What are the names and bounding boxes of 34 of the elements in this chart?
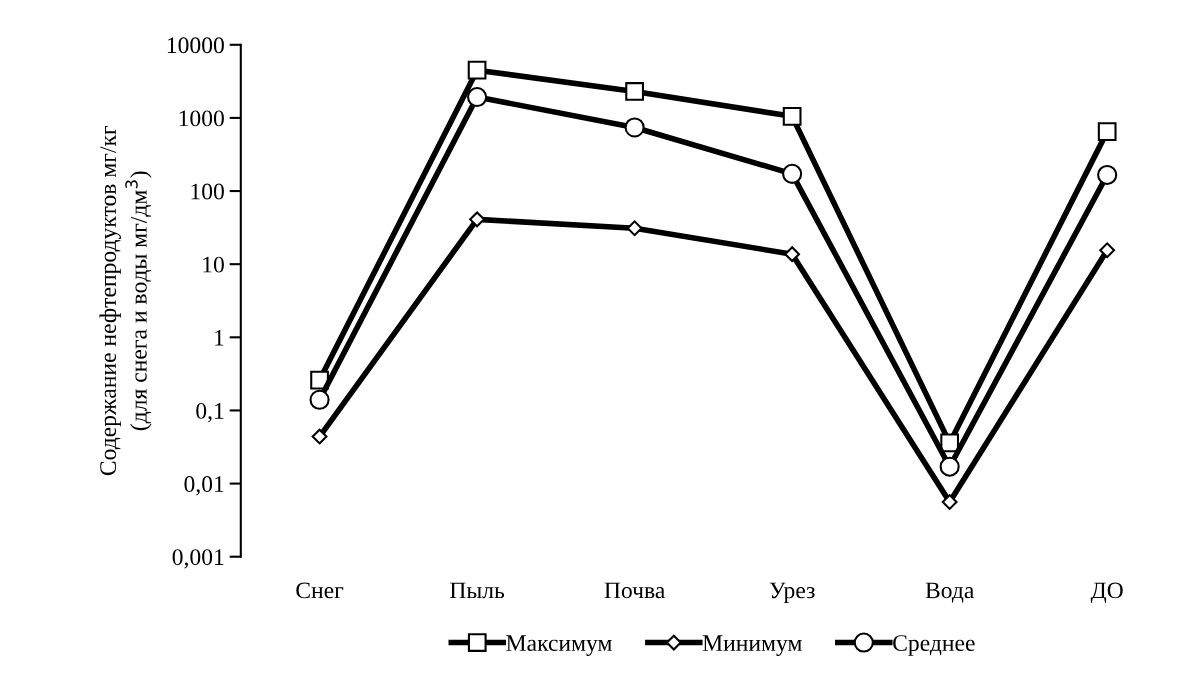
point <box>625 82 644 101</box>
y-axis-title: Содержание нефтепродуктов мг/кг (для снега и воды мг/дм$^{3}$) <box>99 125 152 476</box>
y-tick-label: 10 <box>203 256 224 273</box>
point <box>1097 164 1118 186</box>
legend-label: Минимум <box>702 635 802 656</box>
point <box>467 86 488 108</box>
x-tick-label: Почва <box>604 582 665 599</box>
y-tick-label: 0,001 <box>172 549 224 569</box>
y-tick-label: 10000 <box>167 37 224 54</box>
y-tick-label: 0,1 <box>196 402 224 423</box>
x-tick-label: Снег <box>296 582 344 599</box>
point <box>782 163 803 184</box>
point <box>311 428 328 445</box>
x-tick-label: ДО <box>1090 582 1123 604</box>
legend-label: Среднее <box>893 635 975 656</box>
point <box>784 246 801 263</box>
x-tick-label: Урез <box>769 582 815 604</box>
point <box>941 494 958 510</box>
point <box>626 220 643 237</box>
y-tick-label: 1000 <box>179 110 224 127</box>
point <box>469 211 485 228</box>
point <box>939 456 960 477</box>
point <box>467 60 487 80</box>
x-tick-label: Вода <box>925 582 975 603</box>
x-tick-label: Пыль <box>450 582 505 599</box>
y-tick-label: 100 <box>191 183 224 200</box>
y-tick-label: 0,01 <box>184 476 224 496</box>
legend-label: Максимум <box>506 635 612 656</box>
y-tick-label: 1 <box>215 329 224 346</box>
point <box>782 106 802 126</box>
point <box>1099 242 1116 259</box>
point <box>309 389 330 410</box>
point <box>1097 122 1117 141</box>
point <box>624 117 645 138</box>
